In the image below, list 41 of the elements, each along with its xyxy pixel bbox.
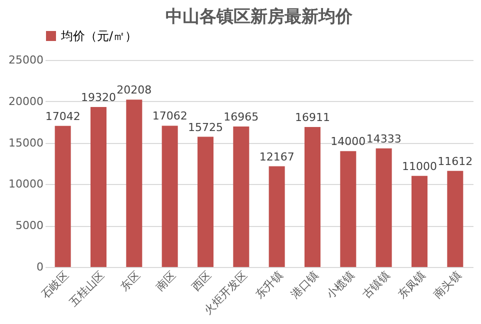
bar (268, 166, 285, 267)
data-label: 17042 (45, 110, 80, 123)
y-tick-label: 0 (36, 260, 44, 274)
bar (340, 151, 356, 267)
data-label: 12167 (259, 150, 294, 164)
data-label: 11612 (438, 154, 473, 168)
bar (412, 176, 428, 267)
bar (447, 170, 464, 267)
data-label: 14000 (330, 135, 366, 148)
x-tick-label: 西区 (189, 268, 214, 294)
bar (233, 126, 250, 267)
bar (198, 136, 214, 267)
x-tick-label: 小榄镇 (324, 268, 357, 302)
x-tick-label: 东升镇 (252, 268, 286, 302)
y-tick-label: 15000 (8, 136, 44, 150)
chart-title: 中山各镇区新房最新均价 (166, 7, 354, 27)
data-label: 11000 (402, 160, 437, 173)
bar (162, 126, 178, 267)
y-tick-label: 20000 (8, 94, 44, 108)
bar (304, 126, 320, 267)
data-label: 17062 (152, 110, 188, 123)
bar (376, 148, 392, 267)
x-tick-label: 古镇镇 (360, 268, 392, 302)
x-tick-label: 东区 (118, 268, 143, 294)
data-label: 16965 (224, 110, 259, 124)
data-label: 20208 (116, 84, 152, 97)
bar (54, 126, 71, 267)
y-tick-label: 5000 (16, 219, 44, 232)
x-tick-label: 东凤镇 (395, 268, 428, 302)
y-tick-label: 25000 (8, 54, 44, 66)
data-label: 19320 (81, 91, 116, 104)
y-tick-label: 10000 (8, 178, 44, 191)
x-tick-label: 港口镇 (288, 268, 321, 302)
data-label: 15725 (188, 120, 223, 134)
x-tick-label: 南区 (154, 268, 178, 294)
data-label: 16911 (295, 110, 330, 124)
x-tick-label: 南头镇 (431, 268, 464, 302)
legend-label: 均价（元/㎡） (60, 29, 138, 43)
bar (126, 100, 142, 267)
data-label: 14333 (366, 132, 402, 146)
bar (90, 107, 106, 267)
